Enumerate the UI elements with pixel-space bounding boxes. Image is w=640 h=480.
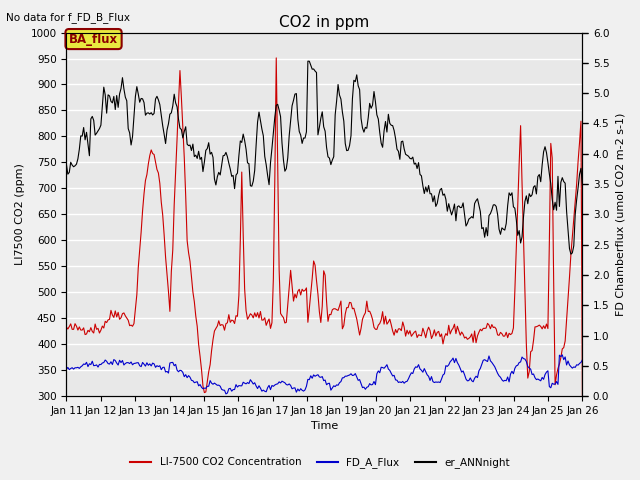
X-axis label: Time: Time [311,421,338,432]
Legend: LI-7500 CO2 Concentration, FD_A_Flux, er_ANNnight: LI-7500 CO2 Concentration, FD_A_Flux, er… [126,453,514,472]
Text: No data for f_FD_B_Flux: No data for f_FD_B_Flux [6,12,131,23]
Y-axis label: LI7500 CO2 (ppm): LI7500 CO2 (ppm) [15,163,25,265]
Text: BA_flux: BA_flux [69,33,118,46]
Title: CO2 in ppm: CO2 in ppm [279,15,369,30]
Y-axis label: FD Chamberflux (umol CO2 m-2 s-1): FD Chamberflux (umol CO2 m-2 s-1) [615,113,625,316]
